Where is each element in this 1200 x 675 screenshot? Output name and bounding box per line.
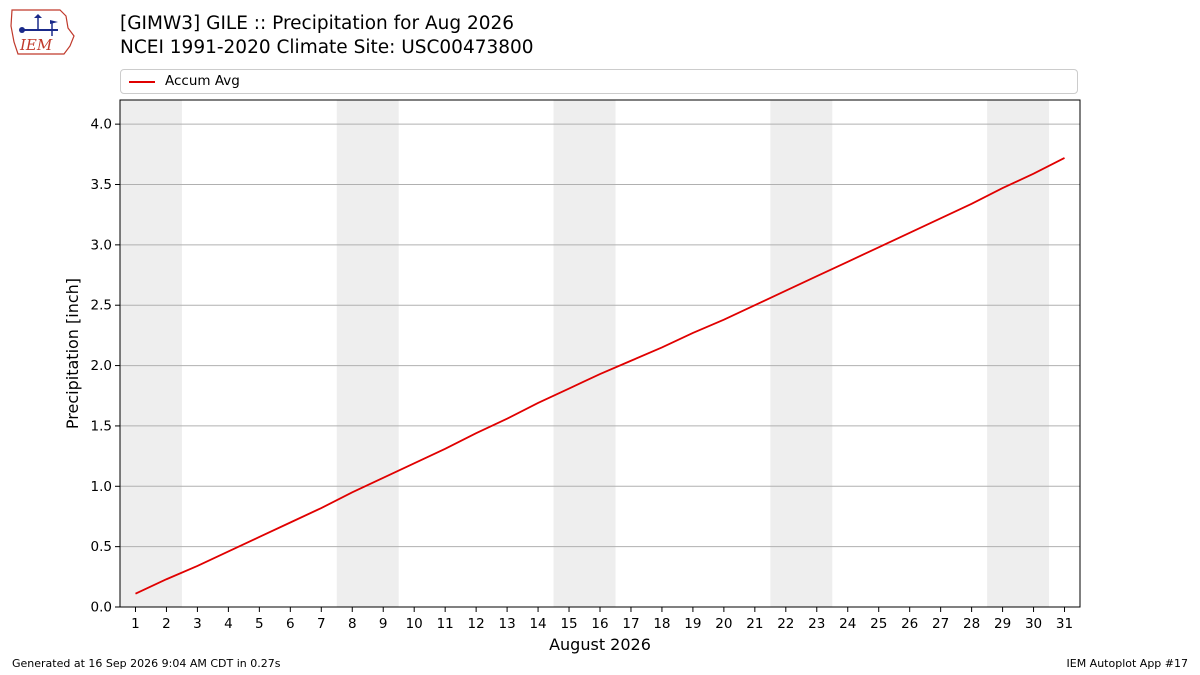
logo-text: IEM [19,36,53,54]
x-tick-label: 30 [1025,616,1042,632]
y-tick-label: 4.0 [91,117,112,133]
legend-label: Accum Avg [165,73,240,89]
x-tick-label: 13 [499,616,516,632]
x-tick-label: 14 [529,616,546,632]
x-tick-label: 5 [255,616,264,632]
x-tick-label: 1 [131,616,140,632]
y-tick-label: 3.0 [91,237,112,253]
chart-title: [GIMW3] GILE :: Precipitation for Aug 20… [120,13,515,34]
x-tick-label: 8 [348,616,357,632]
x-tick-label: 7 [317,616,326,632]
legend-line-swatch [129,81,155,83]
x-tick-label: 15 [560,616,577,632]
x-tick-label: 6 [286,616,295,632]
x-tick-label: 10 [406,616,423,632]
x-tick-label: 27 [932,616,949,632]
y-tick-label: 3.5 [91,177,112,193]
series-line-accum-avg [135,157,1065,595]
x-tick-label: 29 [994,616,1011,632]
y-tick-label: 0.0 [91,600,112,616]
weekend-band [987,100,1050,607]
x-tick-label: 2 [162,616,171,632]
weekend-band [770,100,833,607]
iem-logo-icon: IEM [10,9,75,55]
x-axis-label: August 2026 [549,635,651,654]
x-tick-label: 19 [684,616,701,632]
weekend-band [336,100,399,607]
x-tick-label: 26 [901,616,918,632]
y-tick-label: 0.5 [91,539,112,555]
x-tick-label: 3 [193,616,202,632]
footer-generated: Generated at 16 Sep 2026 9:04 AM CDT in … [12,657,281,670]
y-tick-label: 2.0 [91,358,112,374]
x-tick-label: 4 [224,616,233,632]
x-tick-label: 28 [963,616,980,632]
weekend-band [553,100,616,607]
x-tick-label: 12 [468,616,485,632]
x-tick-label: 18 [653,616,670,632]
y-tick-label: 1.0 [91,479,112,495]
plot-frame [119,99,1081,608]
x-tick-label: 23 [808,616,825,632]
x-tick-label: 20 [715,616,732,632]
x-tick-label: 25 [870,616,887,632]
x-tick-label: 22 [777,616,794,632]
x-tick-label: 31 [1056,616,1073,632]
legend: Accum Avg [120,69,1078,94]
y-tick-label: 2.5 [91,298,112,314]
chart-subtitle: NCEI 1991-2020 Climate Site: USC00473800 [120,37,534,58]
y-axis-label: Precipitation [inch] [63,278,82,429]
weekend-band [120,100,182,607]
x-tick-label: 16 [591,616,608,632]
chart-title-block: [GIMW3] GILE :: Precipitation for Aug 20… [120,12,534,60]
x-tick-label: 11 [437,616,454,632]
x-tick-label: 21 [746,616,763,632]
y-tick-label: 1.5 [91,418,112,434]
x-tick-label: 9 [379,616,388,632]
footer-app: IEM Autoplot App #17 [1066,657,1189,670]
x-tick-label: 24 [839,616,856,632]
x-tick-label: 17 [622,616,639,632]
